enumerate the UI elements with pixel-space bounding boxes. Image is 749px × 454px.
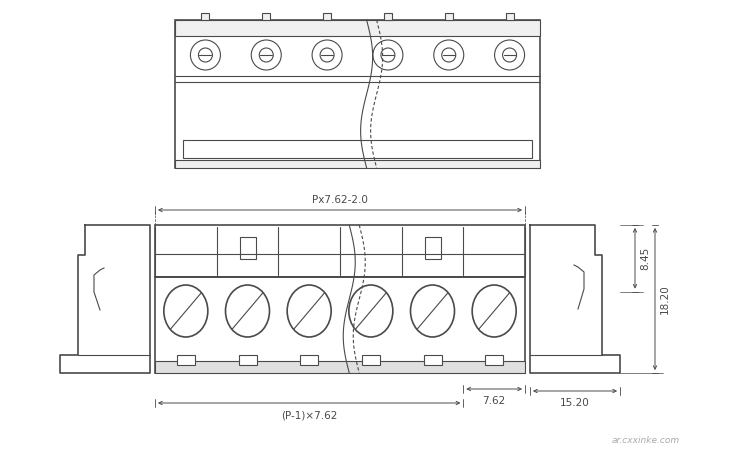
Ellipse shape bbox=[287, 285, 331, 337]
Bar bbox=[175, 160, 540, 168]
Ellipse shape bbox=[410, 285, 455, 337]
Text: 15.20: 15.20 bbox=[560, 398, 590, 408]
Circle shape bbox=[442, 48, 455, 62]
Bar bbox=[201, 13, 210, 20]
Bar bbox=[262, 13, 270, 20]
Text: 7.62: 7.62 bbox=[482, 396, 506, 406]
Text: Px7.62-2.0: Px7.62-2.0 bbox=[312, 195, 368, 205]
Ellipse shape bbox=[164, 285, 207, 337]
Bar bbox=[425, 237, 440, 259]
Text: 18.20: 18.20 bbox=[660, 284, 670, 314]
Text: ar.cxxinke.com: ar.cxxinke.com bbox=[612, 436, 680, 445]
Bar bbox=[485, 355, 503, 365]
Circle shape bbox=[494, 40, 524, 70]
Ellipse shape bbox=[225, 285, 270, 337]
Circle shape bbox=[320, 48, 334, 62]
Bar bbox=[384, 13, 392, 20]
Bar bbox=[155, 277, 525, 373]
Circle shape bbox=[503, 48, 517, 62]
Circle shape bbox=[251, 40, 282, 70]
Ellipse shape bbox=[472, 285, 516, 337]
Bar bbox=[155, 225, 525, 277]
Bar bbox=[177, 355, 195, 365]
Bar bbox=[175, 20, 540, 36]
Circle shape bbox=[434, 40, 464, 70]
Text: (P-1)×7.62: (P-1)×7.62 bbox=[281, 410, 337, 420]
Circle shape bbox=[190, 40, 220, 70]
Bar bbox=[423, 355, 441, 365]
Bar bbox=[240, 237, 255, 259]
Bar bbox=[445, 13, 452, 20]
Text: 8.45: 8.45 bbox=[640, 247, 650, 270]
Bar bbox=[362, 355, 380, 365]
Polygon shape bbox=[530, 225, 620, 373]
Bar bbox=[238, 355, 256, 365]
Circle shape bbox=[259, 48, 273, 62]
Polygon shape bbox=[60, 225, 150, 373]
Bar bbox=[300, 355, 318, 365]
Bar bbox=[175, 20, 540, 168]
Bar bbox=[155, 361, 525, 373]
Circle shape bbox=[198, 48, 213, 62]
Bar bbox=[323, 13, 331, 20]
Ellipse shape bbox=[349, 285, 392, 337]
Circle shape bbox=[373, 40, 403, 70]
Circle shape bbox=[381, 48, 395, 62]
Bar bbox=[506, 13, 514, 20]
Bar bbox=[183, 140, 532, 158]
Circle shape bbox=[312, 40, 342, 70]
